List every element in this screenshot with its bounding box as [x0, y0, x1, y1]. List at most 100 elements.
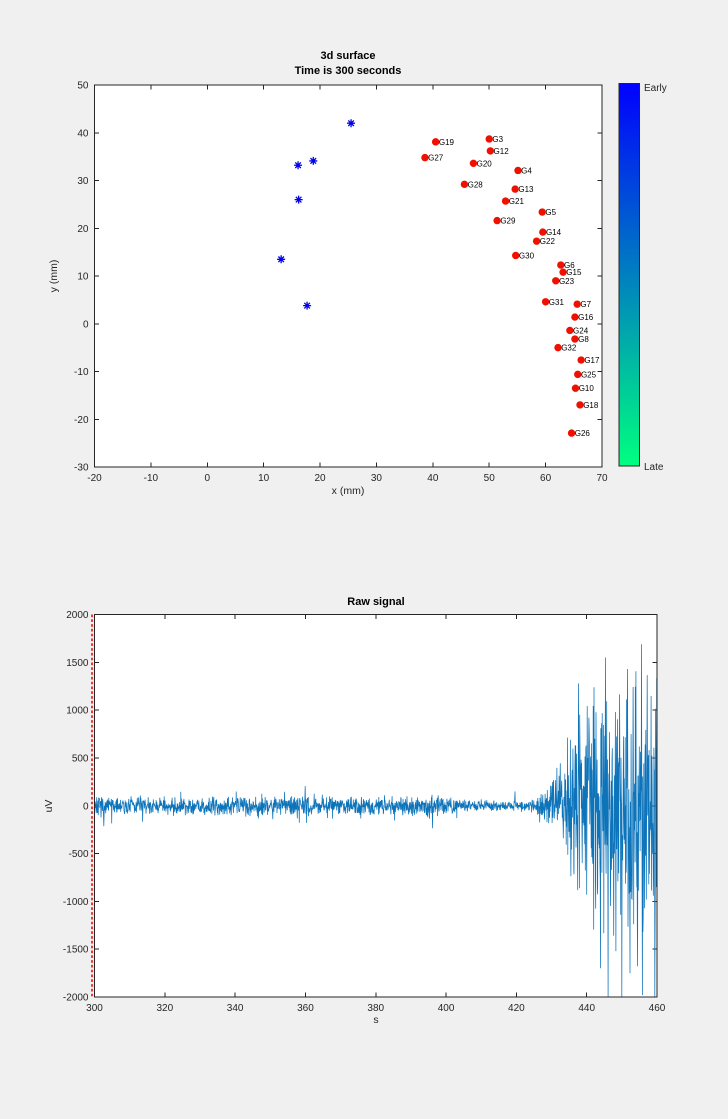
scatter-x-tick-label: 50 [484, 473, 496, 484]
electrode-label: G6 [564, 261, 575, 270]
raw-y-tick-label: 0 [83, 801, 89, 812]
raw-x-tick-label: 420 [508, 1003, 525, 1014]
scatter-x-tick-label: 30 [371, 473, 383, 484]
electrode-point [421, 153, 429, 162]
raw-y-tick-label: 500 [72, 753, 89, 764]
raw-axes-box [94, 614, 658, 998]
electrode-label: G10 [579, 384, 595, 393]
electrode-point [431, 138, 440, 146]
raw-y-tick-label: -1500 [63, 945, 89, 956]
scatter-subtitle: Time is 300 seconds [295, 65, 402, 77]
electrode-point [567, 429, 576, 437]
scatter-plot-body: -20 -10 0 10 20 30 40 50 60 70-30-20-100102030405… [74, 81, 608, 485]
electrode-point [573, 300, 581, 308]
scatter-ylabel: y (mm) [48, 260, 60, 293]
electrode-point [501, 197, 510, 205]
raw-y-tick-label: -500 [68, 849, 88, 860]
scatter-y-tick-label: 30 [77, 176, 89, 187]
electrode-label: G26 [575, 429, 591, 438]
electrode-point [574, 370, 582, 379]
scatter-plot-area [94, 85, 602, 467]
signal-path [94, 644, 658, 997]
electrode-point [566, 326, 574, 335]
raw-y-tick-label: 1500 [66, 658, 89, 669]
raw-x-tick-label: 440 [578, 1003, 595, 1014]
electrode-label: G25 [581, 370, 597, 379]
electrode-label: G18 [583, 401, 599, 410]
electrode-point [576, 401, 584, 409]
raw-x-tick-label: 380 [367, 1003, 384, 1014]
scatter-x-tick-label: 10 [258, 473, 270, 484]
electrode-label: G32 [561, 344, 577, 353]
scatter-y-tick-label: -10 [74, 367, 89, 378]
electrode-label: G15 [566, 268, 582, 277]
scatter-x-tick-label: 40 [427, 473, 439, 484]
scatter-y-tick-label: 50 [77, 81, 89, 92]
raw-xlabel: s [373, 1014, 378, 1026]
electrode-point [571, 313, 579, 321]
electrode-point [539, 228, 547, 236]
electrode-point [469, 159, 478, 168]
electrode-point [512, 251, 520, 260]
raw-y-tick-label: -1000 [63, 897, 89, 908]
electrode-label: G16 [578, 313, 594, 322]
electrode-label: G29 [500, 217, 516, 226]
scatter-x-tick-label: -20 [87, 473, 102, 484]
colorbar [618, 83, 640, 467]
scatter-chart: 3d surface Time is 300 seconds x (mm) y … [48, 50, 667, 497]
electrode-point [460, 180, 469, 189]
electrode-label: G20 [477, 159, 493, 168]
scatter-xlabel: x (mm) [332, 485, 365, 497]
scatter-x-tick-label: 20 [314, 473, 326, 484]
electrode-point [511, 185, 519, 193]
asterisk-marker [277, 255, 286, 264]
electrode-point [532, 237, 541, 245]
raw-y-tick-label: 2000 [66, 610, 89, 621]
colorbar-early-label: Early [644, 83, 667, 94]
electrode-point [493, 216, 501, 225]
raw-y-tick-label: 1000 [66, 706, 89, 717]
electrode-point [554, 343, 562, 352]
electrode-point [571, 384, 580, 392]
scatter-title: 3d surface [320, 50, 375, 62]
electrode-label: G13 [518, 185, 534, 194]
raw-x-tick-label: 320 [156, 1003, 173, 1014]
electrode-label: G4 [521, 166, 532, 175]
asterisk-marker [309, 156, 318, 165]
scatter-x-tick-label: 70 [596, 473, 608, 484]
raw-plot-body: 300 320 340 360 380 400 420 440 460 -2000 -1500 -10… [63, 610, 666, 1014]
electrode-label: G31 [549, 298, 565, 307]
raw-x-tick-label: 340 [227, 1003, 244, 1014]
scatter-y-tick-label: 0 [83, 319, 89, 330]
electrode-label: G8 [578, 335, 589, 344]
raw-signal-chart: Raw signal s uV 300 320 340 360 380 400 420 440… [43, 596, 666, 1026]
scatter-axes-box [94, 84, 603, 468]
scatter-x-tick-label: -10 [144, 473, 159, 484]
electrode-point [577, 356, 585, 364]
scatter-y-tick-label: 20 [77, 224, 89, 235]
electrode-point [557, 261, 565, 269]
asterisk-marker [347, 119, 356, 128]
electrode-label: G7 [580, 300, 591, 309]
electrode-point [486, 147, 495, 155]
electrode-label: G23 [559, 277, 575, 286]
electrode-label: G22 [540, 237, 556, 246]
raw-x-tick-label: 460 [649, 1003, 666, 1014]
electrode-label: G19 [439, 138, 455, 147]
scatter-y-tick-label: 10 [77, 272, 89, 283]
raw-x-tick-label: 400 [438, 1003, 455, 1014]
scatter-x-tick-label: 0 [204, 473, 210, 484]
colorbar-late-label: Late [644, 462, 664, 473]
scatter-x-tick-label: 60 [540, 473, 552, 484]
scatter-y-tick-label: -20 [74, 415, 89, 426]
electrode-point [485, 135, 493, 143]
electrode-label: G27 [428, 154, 444, 163]
electrode-point [571, 335, 579, 343]
asterisk-marker [294, 161, 303, 170]
asterisk-marker [303, 301, 312, 310]
electrode-label: G5 [545, 208, 556, 217]
scatter-y-tick-label: 40 [77, 128, 89, 139]
electrode-label: G3 [492, 135, 503, 144]
